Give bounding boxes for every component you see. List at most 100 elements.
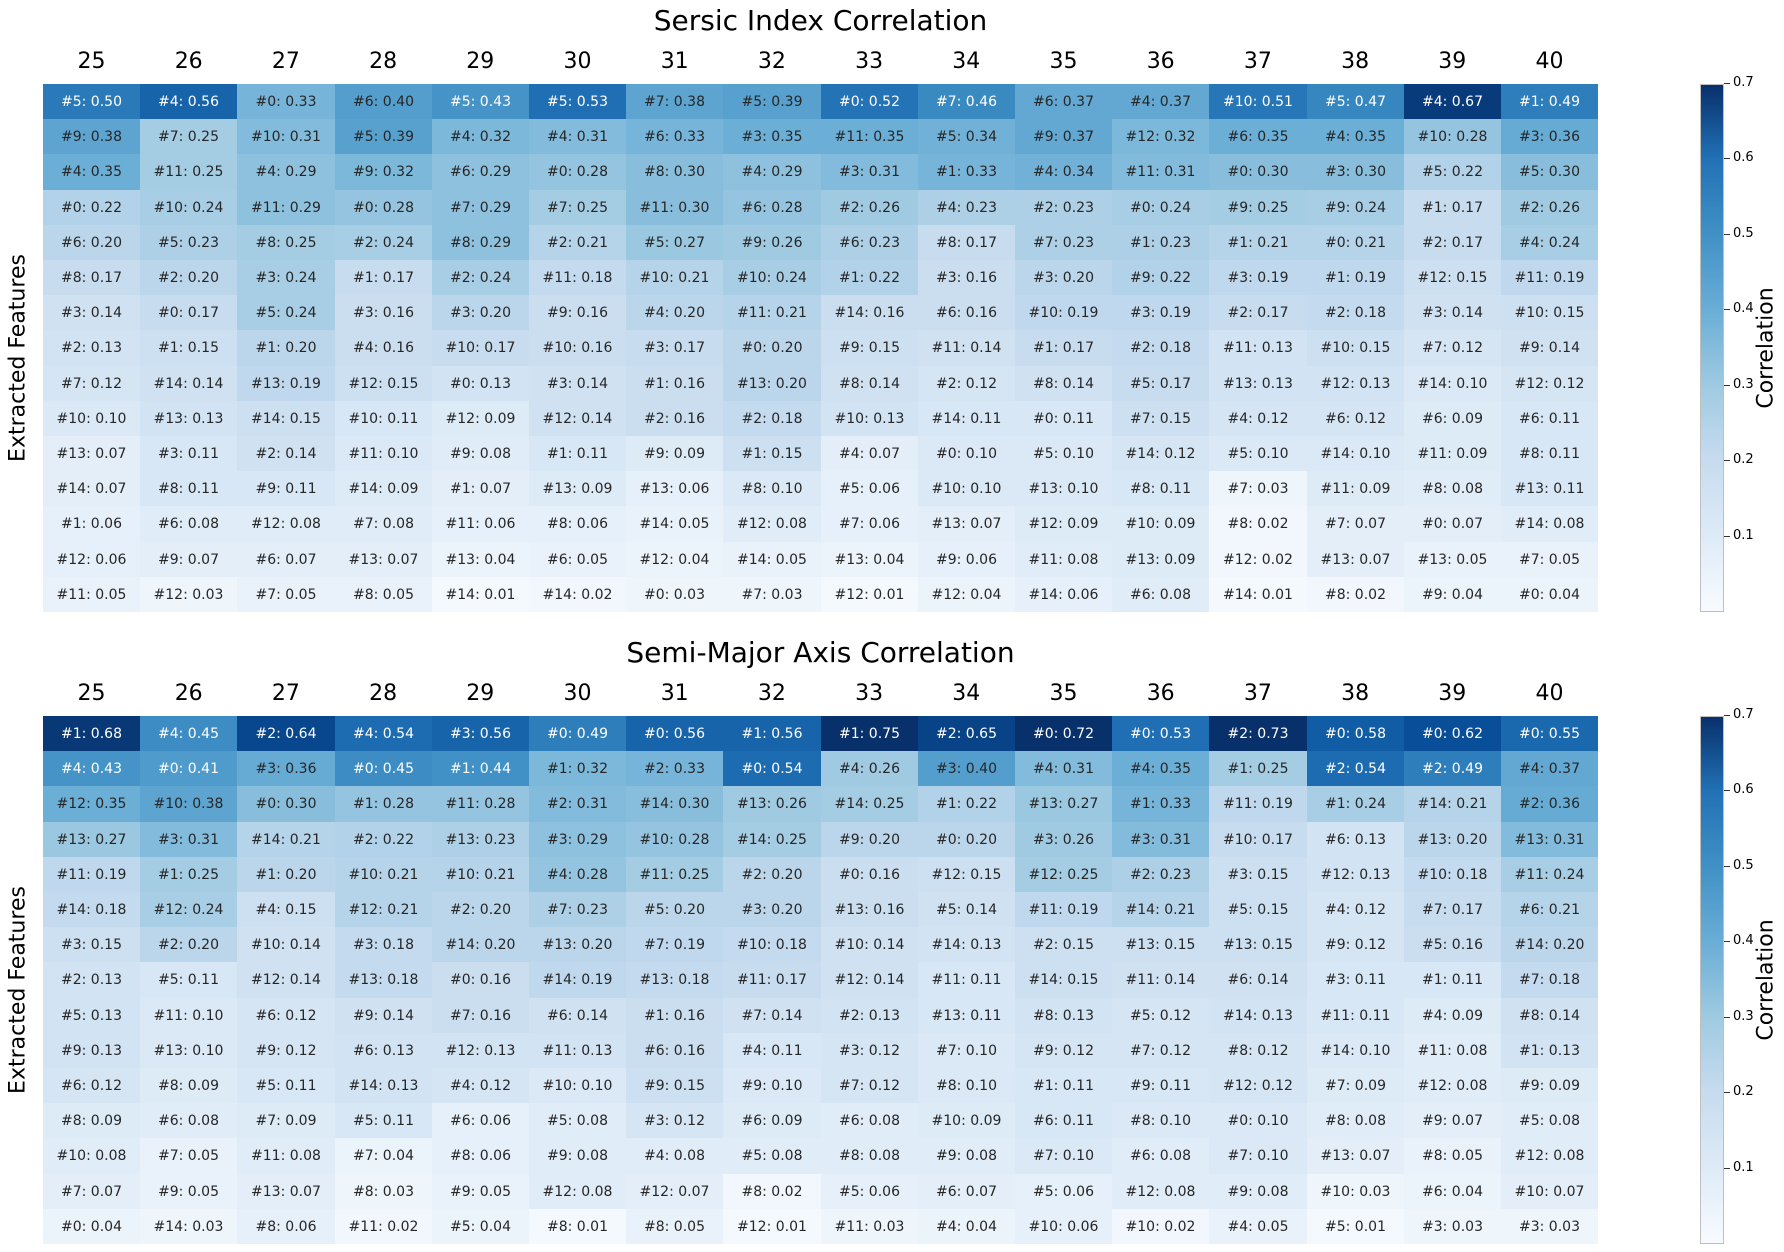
heatmap-cell: #4: 0.05 [1209,1209,1307,1244]
heatmap-cell: #11: 0.31 [1112,154,1209,190]
heatmap-cell: #11: 0.10 [140,998,237,1033]
column-tick-label: 38 [1341,681,1370,706]
heatmap-cell: #10: 0.21 [626,260,723,295]
column-tick-label: 36 [1146,49,1175,74]
column-tick-label: 26 [174,49,203,74]
heatmap-cell: #14: 0.25 [723,822,821,857]
heatmap-cell: #3: 0.20 [432,295,529,330]
heatmap-cell: #6: 0.06 [432,1103,529,1138]
heatmap-cell: #11: 0.09 [1404,436,1501,471]
heatmap-cell: #13: 0.23 [432,822,529,857]
heatmap-cell: #11: 0.19 [43,857,140,892]
heatmap-cell: #13: 0.15 [1112,927,1209,962]
chart-title: Semi-Major Axis Correlation [626,636,1015,669]
colorbar-tick-label: 0.4 [1724,933,1754,949]
heatmap-cell: #13: 0.06 [626,471,723,506]
heatmap-cell: #4: 0.34 [1015,154,1112,190]
heatmap-cell: #5: 0.10 [1015,436,1112,471]
column-tick-label: 38 [1341,49,1370,74]
heatmap-cell: #3: 0.40 [918,751,1015,786]
heatmap-cell: #1: 0.16 [626,366,723,401]
heatmap-cell: #9: 0.14 [335,998,432,1033]
heatmap-cell: #1: 0.20 [237,857,335,892]
heatmap-cell: #11: 0.19 [1015,892,1112,927]
heatmap-cell: #10: 0.09 [918,1103,1015,1138]
heatmap-cell: #12: 0.06 [43,542,140,577]
heatmap-cell: #0: 0.62 [1404,716,1501,751]
heatmap-cell: #1: 0.33 [1112,786,1209,822]
heatmap-cell: #12: 0.02 [1209,542,1307,577]
heatmap-cell: #8: 0.14 [821,366,918,401]
heatmap-cell: #12: 0.14 [237,962,335,998]
heatmap-cell: #9: 0.04 [1404,577,1501,612]
heatmap-cell: #0: 0.10 [1209,1103,1307,1138]
heatmap-cell: #8: 0.11 [1112,471,1209,506]
y-axis-label-text: Extracted Features [5,886,31,1094]
heatmap-cell: #5: 0.23 [140,225,237,260]
heatmap-cell: #13: 0.15 [1209,927,1307,962]
heatmap-cell: #14: 0.20 [1501,927,1598,962]
heatmap-cell: #10: 0.17 [432,330,529,366]
heatmap-cell: #11: 0.11 [918,962,1015,998]
heatmap-cell: #12: 0.09 [1015,506,1112,542]
heatmap-cell: #9: 0.08 [529,1138,626,1174]
heatmap-cell: #9: 0.09 [626,436,723,471]
heatmap-cell: #14: 0.13 [1209,998,1307,1033]
heatmap-cell: #7: 0.12 [821,1068,918,1103]
heatmap-cell: #0: 0.04 [43,1209,140,1244]
heatmap-cell: #9: 0.05 [140,1174,237,1209]
heatmap-cell: #13: 0.05 [1404,542,1501,577]
heatmap-cell: #5: 0.30 [1501,154,1598,190]
heatmap-cell: #9: 0.15 [821,330,918,366]
heatmap-cell: #6: 0.23 [821,225,918,260]
heatmap-cell: #11: 0.08 [1404,1033,1501,1068]
heatmap-cell: #7: 0.10 [918,1033,1015,1068]
heatmap-cell: #13: 0.09 [529,471,626,506]
heatmap-cell: #8: 0.17 [43,260,140,295]
heatmap-cell: #8: 0.13 [1015,998,1112,1033]
heatmap-cell: #9: 0.09 [1501,1068,1598,1103]
heatmap-cell: #12: 0.14 [821,962,918,998]
heatmap-cell: #14: 0.20 [432,927,529,962]
heatmap-cell: #12: 0.08 [237,506,335,542]
heatmap-cell: #14: 0.21 [1404,786,1501,822]
heatmap-cell: #7: 0.05 [237,577,335,612]
heatmap-cell: #14: 0.15 [237,401,335,436]
heatmap-cell: #12: 0.32 [1112,119,1209,154]
heatmap-cell: #3: 0.12 [626,1103,723,1138]
heatmap-cell: #5: 0.06 [821,471,918,506]
heatmap-cell: #11: 0.14 [1112,962,1209,998]
heatmap-cell: #5: 0.10 [1209,436,1307,471]
heatmap-cell: #5: 0.50 [43,84,140,119]
heatmap-panel-semimajor: Semi-Major Axis Correlation Extracted Fe… [0,632,1784,1252]
heatmap-cell: #2: 0.12 [918,366,1015,401]
heatmap-cell: #0: 0.41 [140,751,237,786]
heatmap-cell: #13: 0.10 [1015,471,1112,506]
heatmap-cell: #11: 0.25 [140,154,237,190]
heatmap-cell: #2: 0.20 [140,927,237,962]
heatmap-cell: #7: 0.12 [1404,330,1501,366]
heatmap-cell: #3: 0.14 [43,295,140,330]
heatmap-cell: #4: 0.28 [529,857,626,892]
heatmap-cell: #0: 0.30 [237,786,335,822]
heatmap-cell: #12: 0.12 [1209,1068,1307,1103]
heatmap-cell: #11: 0.35 [821,119,918,154]
heatmap-cell: #11: 0.18 [529,260,626,295]
heatmap-cell: #1: 0.17 [335,260,432,295]
heatmap-cell: #3: 0.26 [1015,822,1112,857]
heatmap-cell: #3: 0.36 [237,751,335,786]
heatmap-cell: #12: 0.14 [529,401,626,436]
heatmap-cell: #2: 0.31 [529,786,626,822]
heatmap-cell: #14: 0.19 [529,962,626,998]
heatmap-cell: #4: 0.15 [237,892,335,927]
heatmap-cell: #12: 0.03 [140,577,237,612]
heatmap-cell: #13: 0.27 [1015,786,1112,822]
column-tick-label: 40 [1535,681,1564,706]
heatmap-cell: #14: 0.25 [821,786,918,822]
heatmap-cell: #7: 0.25 [529,190,626,225]
heatmap-cell: #11: 0.25 [626,857,723,892]
heatmap-cell: #6: 0.09 [1404,401,1501,436]
column-tick-label: 32 [757,681,786,706]
heatmap-cell: #3: 0.36 [1501,119,1598,154]
heatmap-cell: #9: 0.38 [43,119,140,154]
